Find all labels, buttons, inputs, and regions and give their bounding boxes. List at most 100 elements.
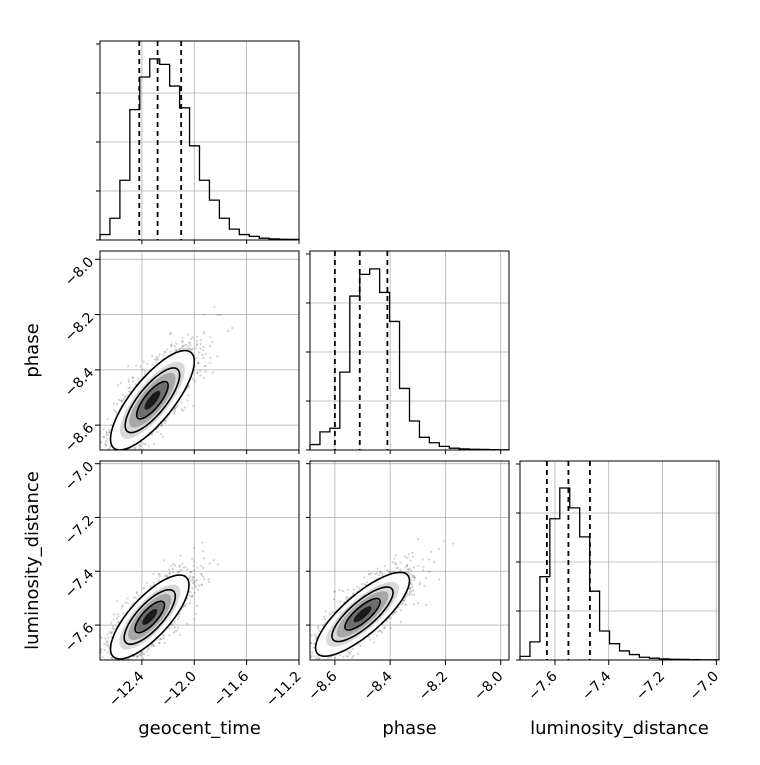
scatter-point (122, 465, 124, 467)
scatter-point (356, 586, 358, 588)
scatter-point (409, 574, 411, 576)
scatter-point (175, 343, 177, 345)
scatter-point (119, 452, 121, 454)
scatter-point (184, 406, 186, 408)
scatter-point (209, 336, 211, 338)
scatter-point (193, 547, 195, 549)
scatter-point (227, 330, 229, 332)
scatter-point (397, 567, 399, 569)
scatter-point (339, 654, 341, 656)
scatter-point (134, 451, 136, 453)
scatter-point (103, 649, 105, 651)
scatter-point (349, 653, 351, 655)
scatter-point (412, 556, 414, 558)
scatter-point (181, 341, 183, 343)
scatter-point (310, 670, 312, 672)
scatter-point (381, 573, 383, 575)
scatter-point (209, 362, 211, 364)
scatter-point (200, 339, 202, 341)
scatter-point (97, 662, 99, 664)
scatter-point (116, 452, 118, 454)
scatter-point (406, 557, 408, 559)
scatter-point (185, 566, 187, 568)
scatter-point (196, 336, 198, 338)
scatter-point (163, 351, 165, 353)
scatter-point (113, 466, 115, 468)
scatter-point (191, 595, 193, 597)
scatter-point (307, 665, 309, 667)
scatter-point (196, 605, 198, 607)
scatter-point (443, 540, 445, 542)
scatter-point (117, 455, 119, 457)
scatter-point (138, 595, 140, 597)
scatter-point (113, 402, 115, 404)
scatter-point (177, 571, 179, 573)
scatter-point (430, 551, 432, 553)
scatter-point (105, 675, 107, 677)
scatter-point (93, 457, 95, 459)
scatter-point (400, 562, 402, 564)
scatter-point (128, 378, 130, 380)
scatter-point (341, 667, 343, 669)
scatter-point (189, 602, 191, 604)
scatter-point (157, 356, 159, 358)
scatter-point (163, 637, 165, 639)
scatter-point (130, 451, 132, 453)
scatter-point (378, 574, 380, 576)
scatter-point (196, 340, 198, 342)
scatter-point (101, 673, 103, 675)
scatter-point (347, 589, 349, 591)
scatter-point (204, 353, 206, 355)
scatter-point (171, 343, 173, 345)
scatter-point (142, 658, 144, 660)
scatter-point (95, 445, 97, 447)
scatter-point (177, 618, 179, 620)
scatter-point (168, 573, 170, 575)
scatter-point (202, 576, 204, 578)
scatter-point (203, 557, 205, 559)
scatter-point (116, 664, 118, 666)
scatter-point (146, 363, 148, 365)
scatter-point (193, 560, 195, 562)
scatter-point (200, 343, 202, 345)
scatter-point (194, 380, 196, 382)
scatter-point (173, 413, 175, 415)
scatter-point (121, 400, 123, 402)
scatter-point (170, 345, 172, 347)
scatter-point (202, 567, 204, 569)
scatter-point (146, 582, 148, 584)
scatter-point (411, 552, 413, 554)
scatter-point (104, 637, 106, 639)
scatter-point (152, 573, 154, 575)
scatter-point (438, 548, 440, 550)
scatter-point (178, 616, 180, 618)
scatter-point (164, 575, 166, 577)
scatter-point (213, 559, 215, 561)
scatter-point (158, 579, 160, 581)
scatter-point (113, 613, 115, 615)
scatter-point (90, 668, 92, 670)
scatter-point (216, 314, 218, 316)
scatter-point (195, 357, 197, 359)
scatter-point (112, 618, 114, 620)
histogram-phase (310, 269, 509, 450)
scatter-point (201, 354, 203, 356)
scatter-point (112, 625, 114, 627)
scatter-point (195, 613, 197, 615)
scatter-point (123, 398, 125, 400)
scatter-point (170, 565, 172, 567)
scatter-point (122, 604, 124, 606)
scatter-point (166, 574, 168, 576)
scatter-point (142, 665, 144, 667)
scatter-point (386, 569, 388, 571)
scatter-point (127, 602, 129, 604)
scatter-point (154, 359, 156, 361)
scatter-point (376, 572, 378, 574)
scatter-point (376, 568, 378, 570)
scatter-point (187, 394, 189, 396)
scatter-point (199, 348, 201, 350)
scatter-point (162, 354, 164, 356)
scatter-point (366, 581, 368, 583)
scatter-point (306, 669, 308, 671)
scatter-point (192, 378, 194, 380)
